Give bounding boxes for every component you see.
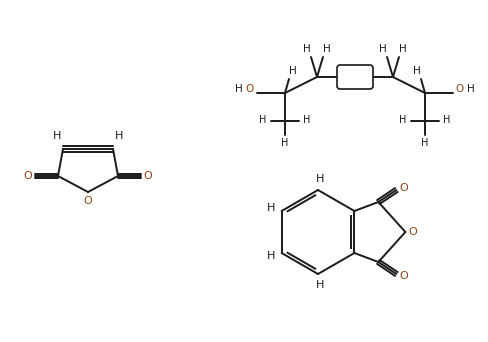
Text: H: H — [323, 44, 330, 54]
Text: H: H — [53, 131, 61, 141]
Text: H: H — [443, 115, 450, 125]
Text: H: H — [315, 280, 324, 290]
Text: Abs: Abs — [346, 72, 363, 82]
Text: H: H — [399, 115, 406, 125]
Text: O: O — [83, 196, 92, 206]
Text: H: H — [303, 44, 310, 54]
Text: O: O — [398, 271, 407, 281]
Text: H: H — [266, 203, 274, 213]
Text: H: H — [288, 66, 296, 76]
Text: H: H — [421, 138, 428, 148]
Text: O: O — [245, 84, 254, 94]
FancyBboxPatch shape — [336, 65, 372, 89]
Text: H: H — [466, 84, 474, 94]
Text: H: H — [378, 44, 386, 54]
Text: H: H — [266, 251, 274, 261]
Text: H: H — [303, 115, 310, 125]
Text: O: O — [455, 84, 463, 94]
Text: O: O — [407, 227, 416, 237]
Text: H: H — [259, 115, 266, 125]
Text: H: H — [412, 66, 420, 76]
Text: H: H — [281, 138, 288, 148]
Text: O: O — [23, 171, 32, 181]
Text: H: H — [115, 131, 123, 141]
Text: H: H — [398, 44, 406, 54]
Text: O: O — [398, 183, 407, 193]
Text: H: H — [235, 84, 243, 94]
Text: O: O — [143, 171, 152, 181]
Text: H: H — [315, 174, 324, 184]
